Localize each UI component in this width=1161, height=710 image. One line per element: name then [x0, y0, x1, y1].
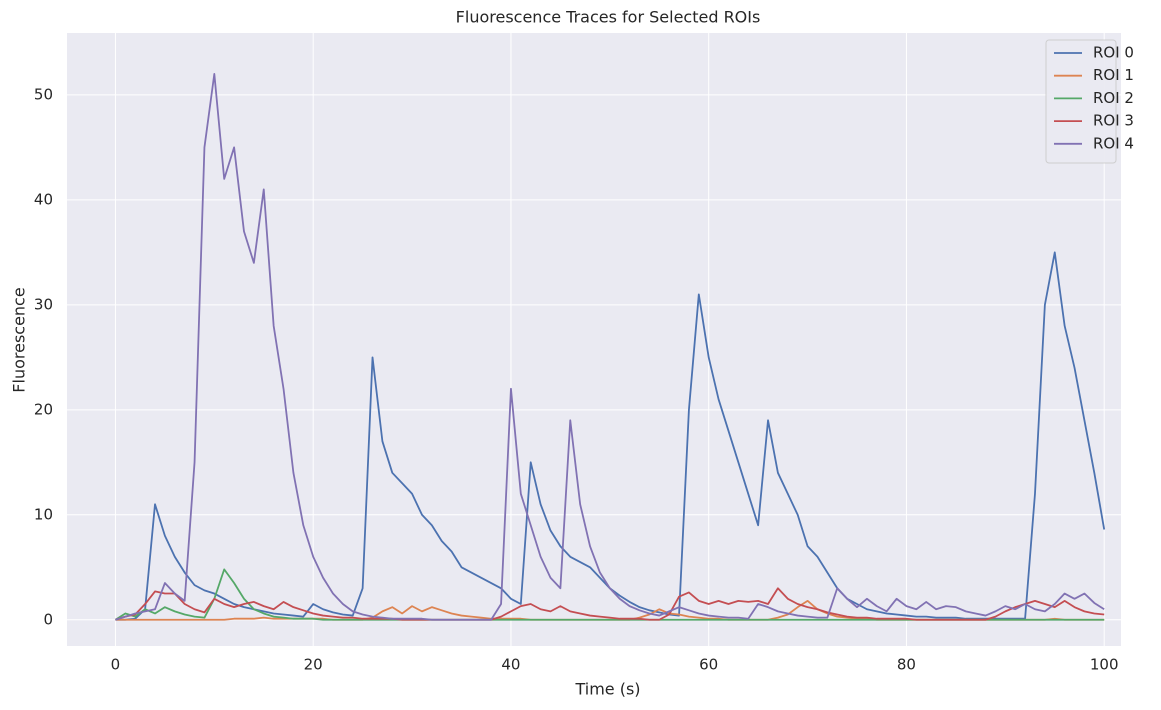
y-axis-label: Fluorescence	[10, 287, 29, 392]
legend-label: ROI 3	[1093, 112, 1134, 130]
series-line	[115, 73, 1105, 621]
y-tick-label: 50	[34, 85, 53, 103]
x-axis-label: Time (s)	[574, 680, 640, 699]
x-tick-label: 20	[304, 656, 323, 674]
y-tick-label: 0	[43, 610, 53, 628]
ticks: 0 20 40 60 80 100 0 10 20 30 40 50	[34, 85, 1119, 673]
lines	[114, 73, 1106, 621]
y-tick-label: 10	[34, 505, 53, 523]
legend: ROI 0 ROI 1 ROI 2 ROI 3 ROI 4	[1045, 39, 1134, 164]
x-tick-label: 60	[699, 656, 718, 674]
y-tick-label: 20	[34, 400, 53, 418]
y-tick-label: 40	[34, 190, 53, 208]
series-line	[115, 587, 1105, 621]
legend-label: ROI 1	[1093, 66, 1134, 84]
x-tick-label: 0	[111, 656, 121, 674]
chart-title: Fluorescence Traces for Selected ROIs	[456, 8, 761, 27]
plot-area	[67, 33, 1121, 646]
x-tick-label: 100	[1090, 656, 1119, 674]
y-tick-label: 30	[34, 295, 53, 313]
x-tick-label: 40	[501, 656, 520, 674]
x-tick-label: 80	[897, 656, 916, 674]
legend-label: ROI 2	[1093, 89, 1134, 107]
legend-label: ROI 0	[1093, 44, 1134, 62]
legend-label: ROI 4	[1093, 134, 1134, 152]
legend-box	[1045, 39, 1117, 164]
